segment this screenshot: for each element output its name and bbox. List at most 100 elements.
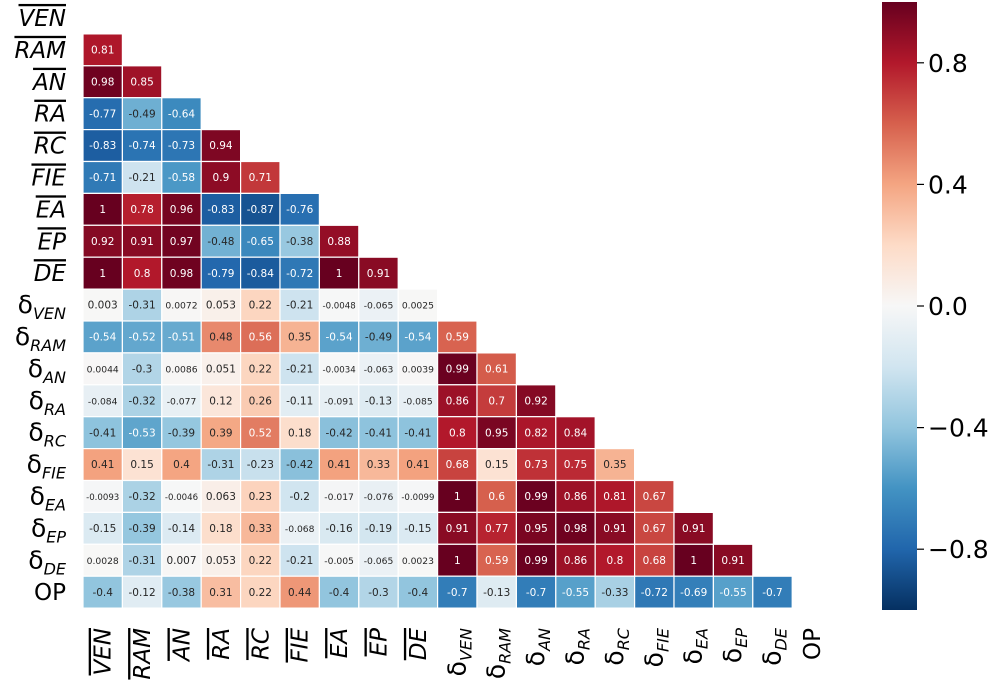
heatmap-cell xyxy=(161,320,202,354)
cell-value-label: 0.52 xyxy=(249,427,272,439)
cell-value-label: 0.59 xyxy=(485,555,508,567)
cell-value-label: 0.12 xyxy=(209,395,232,407)
cell-value-label: -0.15 xyxy=(404,523,431,535)
heatmap-cell xyxy=(673,511,715,545)
cell-value-label: -0.017 xyxy=(324,492,354,503)
heatmap-cell xyxy=(161,384,202,418)
cell-value-label: -0.72 xyxy=(641,587,668,599)
cell-value-label: -0.14 xyxy=(168,523,195,535)
cell-value-label: -0.3 xyxy=(368,587,389,599)
heatmap-cell xyxy=(397,511,439,545)
cell-value-label: -0.7 xyxy=(762,587,783,599)
heatmap-cell xyxy=(752,575,793,609)
cell-value-label: 0.22 xyxy=(249,363,272,375)
row-label: DE xyxy=(34,261,67,287)
cell-value-label: 0.0044 xyxy=(87,364,119,375)
cell-value-label: -0.0034 xyxy=(323,365,356,375)
cell-value-label: -0.2 xyxy=(289,491,310,503)
cell-value-label: 0.85 xyxy=(130,76,153,88)
heatmap-cell xyxy=(240,320,281,354)
cell-value-label: -0.063 xyxy=(364,364,394,375)
cell-value-label: 0.22 xyxy=(249,300,272,312)
row-label: EA xyxy=(36,197,66,223)
heatmap-cell xyxy=(555,543,596,577)
cell-value-label: -0.41 xyxy=(365,427,392,439)
row-label: δRA xyxy=(29,386,66,419)
heatmap-cell xyxy=(200,192,242,226)
cell-value-label: 0.59 xyxy=(446,332,469,344)
heatmap-cell xyxy=(515,543,557,577)
heatmap-cell xyxy=(200,160,242,194)
heatmap-cell xyxy=(437,320,478,354)
cell-value-label: -0.084 xyxy=(88,396,118,407)
cell-value-label: -0.39 xyxy=(168,427,195,439)
heatmap-cell xyxy=(594,448,636,482)
heatmap-cell xyxy=(240,448,281,482)
cell-value-label: 1 xyxy=(454,555,461,567)
cell-value-label: -0.21 xyxy=(129,172,156,184)
row-label: δVEN xyxy=(18,290,66,323)
cell-value-label: -0.33 xyxy=(601,587,628,599)
cell-value-label: -0.77 xyxy=(89,108,116,120)
heatmap-cell xyxy=(82,224,124,258)
heatmap-cell xyxy=(476,479,518,513)
cell-value-label: 0.67 xyxy=(643,523,666,535)
heatmap-cell xyxy=(437,479,478,513)
heatmap-cell xyxy=(161,416,202,450)
cell-value-label: -0.11 xyxy=(286,395,313,407)
cell-value-label: 0.0072 xyxy=(165,301,197,312)
cell-value-label: -0.21 xyxy=(286,300,313,312)
heatmap-cell xyxy=(515,448,557,482)
heatmap-cell xyxy=(555,416,596,450)
heatmap-cell xyxy=(279,192,321,226)
heatmap-cell xyxy=(279,384,321,418)
cell-value-label: -0.72 xyxy=(286,268,313,280)
row-label: δEA xyxy=(30,481,66,514)
heatmap-cell xyxy=(358,320,399,354)
heatmap-cell xyxy=(82,352,124,386)
heatmap-cell xyxy=(476,511,518,545)
cell-value-label: -0.076 xyxy=(364,492,394,503)
cell-value-label: 0.4 xyxy=(173,459,190,471)
cell-value-label: 0.77 xyxy=(485,523,508,535)
heatmap-cell xyxy=(397,352,439,386)
cell-value-label: -0.4 xyxy=(92,587,113,599)
cell-value-label: -0.64 xyxy=(168,108,195,120)
cell-value-label: -0.83 xyxy=(89,140,116,152)
heatmap-cell xyxy=(161,256,202,290)
cell-value-label: 0.95 xyxy=(524,523,547,535)
heatmap-cell xyxy=(279,224,321,258)
cell-value-label: 0.0028 xyxy=(87,556,119,567)
cell-value-label: 0.81 xyxy=(603,491,626,503)
cell-value-label: 0.053 xyxy=(206,555,236,567)
row-label: OP xyxy=(34,580,66,606)
heatmap-cell xyxy=(318,575,360,609)
cell-value-label: 0.41 xyxy=(327,459,350,471)
heatmap-cell xyxy=(515,384,557,418)
cell-value-label: -0.41 xyxy=(404,427,431,439)
heatmap-cell xyxy=(161,97,202,131)
cell-value-label: -0.3 xyxy=(132,363,153,375)
cell-value-label: -0.71 xyxy=(89,172,116,184)
cell-value-label: 0.35 xyxy=(288,332,311,344)
heatmap-cell xyxy=(397,543,439,577)
cell-value-label: 0.84 xyxy=(564,427,588,439)
cell-value-label: -0.13 xyxy=(365,395,392,407)
heatmap-cell xyxy=(318,416,360,450)
cell-value-label: -0.38 xyxy=(168,587,195,599)
cell-value-label: -0.42 xyxy=(326,427,353,439)
cell-value-label: 0.22 xyxy=(249,555,272,567)
heatmap-cell xyxy=(397,575,439,609)
column-label: δEP xyxy=(718,628,751,663)
cell-value-label: 1 xyxy=(336,268,343,280)
heatmap-cell xyxy=(318,479,360,513)
cell-value-label: 1 xyxy=(99,204,106,216)
column-label: EA xyxy=(327,628,353,658)
cell-value-label: 0.33 xyxy=(367,459,390,471)
cell-value-label: 0.053 xyxy=(206,300,236,312)
cell-value-label: 0.86 xyxy=(564,555,588,567)
cell-value-label: 1 xyxy=(690,555,697,567)
heatmap-cell xyxy=(397,384,439,418)
heatmap-cell xyxy=(437,384,478,418)
